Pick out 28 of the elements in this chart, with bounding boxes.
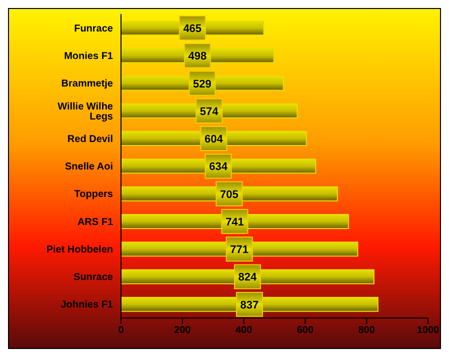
data-label: 837	[240, 299, 259, 312]
data-label: 529	[193, 78, 212, 90]
y-tick-label: Toppers	[74, 189, 114, 200]
y-tick-label: Piet Hobbelen	[46, 244, 113, 256]
data-label: 465	[183, 23, 202, 35]
y-tick-label: Sunrace	[74, 272, 114, 284]
y-tick-label: ARS F1	[77, 216, 114, 228]
data-label: 574	[200, 106, 220, 118]
y-tick-label: Willie Wilhe Legs	[58, 101, 114, 122]
data-label: 604	[204, 134, 224, 146]
y-tick-label: Johnies F1	[60, 300, 114, 311]
y-tick-label: Funrace	[74, 23, 114, 34]
y-tick-label: Brammetje	[61, 78, 114, 90]
x-tick-label: 800	[358, 325, 376, 336]
data-label: 498	[188, 50, 207, 63]
y-tick-label: Snelle Aoi	[65, 162, 114, 173]
x-tick-label: 600	[296, 325, 314, 336]
data-label: 824	[238, 272, 258, 284]
x-tick-label: 0	[118, 325, 124, 336]
data-label: 771	[230, 244, 249, 256]
y-tick-label: Monies F1	[64, 51, 114, 62]
data-label: 741	[226, 216, 244, 228]
data-label: 705	[220, 188, 238, 201]
data-label: 634	[209, 161, 228, 174]
x-tick-label: 200	[174, 325, 192, 336]
x-tick-label: 1000	[416, 325, 440, 336]
x-tick-label: 400	[235, 325, 253, 336]
y-tick-label: Red Devil	[67, 134, 114, 145]
